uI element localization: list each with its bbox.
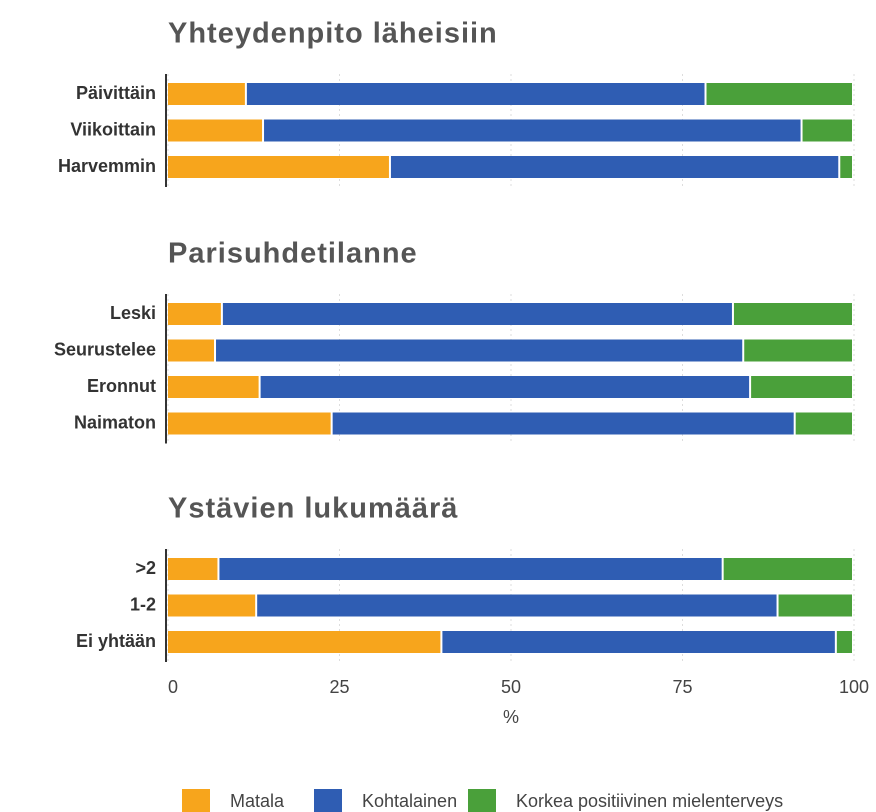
x-tick-label: 100 bbox=[839, 677, 869, 697]
bar-segment bbox=[222, 303, 732, 325]
x-axis-label: % bbox=[503, 707, 519, 727]
bar-segment bbox=[168, 631, 441, 653]
legend-label: Korkea positiivinen mielenterveys bbox=[516, 791, 783, 811]
category-label: Ei yhtään bbox=[76, 631, 156, 651]
category-label: Leski bbox=[110, 303, 156, 323]
bar-segment bbox=[168, 156, 389, 178]
legend-label: Matala bbox=[230, 791, 285, 811]
bar-segment bbox=[723, 558, 852, 580]
bar-segment bbox=[168, 119, 263, 142]
bar-segment bbox=[264, 119, 801, 142]
bar-segment bbox=[751, 376, 852, 398]
category-label: >2 bbox=[135, 558, 156, 578]
x-tick-label: 75 bbox=[672, 677, 692, 697]
bar-segment bbox=[168, 303, 221, 325]
panel-title: Yhteydenpito läheisiin bbox=[168, 18, 498, 50]
bar-segment bbox=[795, 412, 852, 435]
category-label: Päivittäin bbox=[76, 83, 156, 103]
bar-segment bbox=[168, 558, 218, 580]
bar-segment bbox=[836, 631, 852, 653]
bar-segment bbox=[778, 594, 852, 617]
bar-segment bbox=[332, 412, 794, 435]
bar-segment bbox=[168, 412, 331, 435]
category-label: Viikoittain bbox=[70, 119, 156, 139]
bar-segment bbox=[744, 339, 852, 362]
bar-segment bbox=[260, 376, 750, 398]
legend-swatch bbox=[468, 789, 496, 812]
bar-segment bbox=[216, 339, 743, 362]
x-tick-label: 0 bbox=[168, 677, 178, 697]
bar-segment bbox=[168, 339, 215, 362]
bar-segment bbox=[442, 631, 835, 653]
bar-segment bbox=[168, 83, 245, 105]
bar-segment bbox=[246, 83, 705, 105]
category-label: Seurustelee bbox=[54, 339, 156, 359]
panel-title: Ystävien lukumäärä bbox=[168, 493, 458, 525]
category-label: 1-2 bbox=[130, 594, 156, 614]
legend-swatch bbox=[314, 789, 342, 812]
legend-label: Kohtalainen bbox=[362, 791, 457, 811]
bar-segment bbox=[390, 156, 839, 178]
x-tick-label: 50 bbox=[501, 677, 521, 697]
x-tick-label: 25 bbox=[329, 677, 349, 697]
panel-title: Parisuhdetilanne bbox=[168, 238, 418, 270]
bar-segment bbox=[706, 83, 852, 105]
bar-segment bbox=[733, 303, 852, 325]
bar-segment bbox=[802, 119, 852, 142]
bar-segment bbox=[219, 558, 722, 580]
category-label: Eronnut bbox=[87, 376, 156, 396]
bar-segment bbox=[168, 376, 259, 398]
category-label: Naimaton bbox=[74, 412, 156, 432]
bar-segment bbox=[840, 156, 852, 178]
bar-segment bbox=[257, 594, 777, 617]
category-label: Harvemmin bbox=[58, 156, 156, 176]
legend-swatch bbox=[182, 789, 210, 812]
bar-segment bbox=[168, 594, 256, 617]
